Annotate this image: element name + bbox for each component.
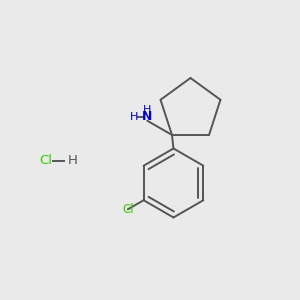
Text: H: H [143,105,152,115]
Text: H: H [130,112,139,122]
Text: Cl: Cl [122,203,134,216]
Text: Cl: Cl [39,154,52,167]
Text: H: H [68,154,77,167]
Text: N: N [142,110,152,123]
